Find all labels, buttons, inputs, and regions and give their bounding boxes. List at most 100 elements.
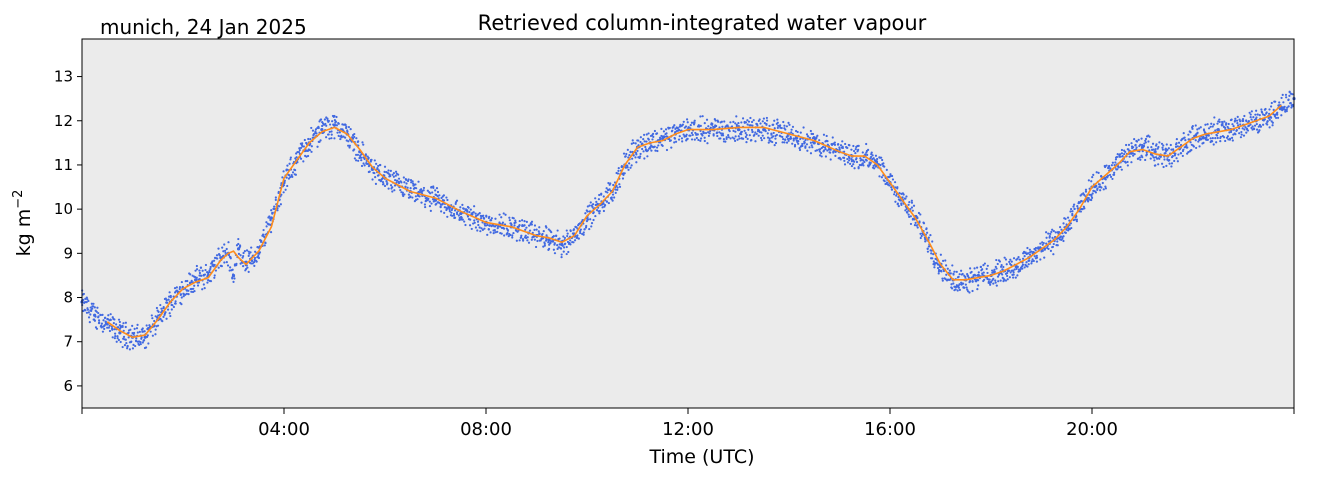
data-point bbox=[307, 137, 310, 141]
data-point bbox=[1182, 148, 1185, 151]
data-point bbox=[209, 267, 212, 270]
data-point bbox=[746, 119, 749, 122]
data-point bbox=[863, 160, 866, 164]
data-point bbox=[721, 125, 724, 128]
data-point bbox=[803, 140, 806, 143]
data-point bbox=[1133, 152, 1136, 156]
data-point bbox=[737, 135, 740, 138]
data-point bbox=[440, 196, 443, 200]
data-point bbox=[682, 133, 685, 136]
data-point bbox=[905, 207, 908, 211]
data-point bbox=[323, 118, 326, 121]
data-point bbox=[685, 118, 689, 121]
data-point bbox=[690, 131, 693, 135]
data-point bbox=[1227, 122, 1230, 126]
data-point bbox=[180, 303, 183, 306]
data-point bbox=[1012, 271, 1015, 274]
data-point bbox=[257, 256, 261, 260]
data-point bbox=[960, 269, 963, 272]
data-point bbox=[693, 138, 696, 141]
data-point bbox=[621, 177, 625, 180]
data-point bbox=[87, 311, 90, 314]
data-point bbox=[1138, 156, 1142, 159]
data-point bbox=[776, 118, 779, 121]
data-point bbox=[719, 137, 722, 140]
data-point bbox=[85, 301, 88, 304]
data-point bbox=[147, 342, 150, 345]
x-tick-label: 08:00 bbox=[460, 419, 512, 440]
data-point bbox=[857, 148, 860, 151]
data-point bbox=[141, 341, 144, 344]
data-point bbox=[144, 346, 148, 349]
data-point bbox=[1206, 138, 1209, 141]
data-point bbox=[1051, 228, 1054, 231]
data-point bbox=[1108, 173, 1112, 177]
data-point bbox=[750, 120, 754, 124]
data-point bbox=[180, 280, 183, 284]
data-point bbox=[1124, 150, 1127, 154]
data-point bbox=[420, 188, 423, 191]
data-point bbox=[632, 141, 635, 145]
data-point bbox=[362, 162, 365, 165]
data-point bbox=[742, 137, 745, 140]
data-point bbox=[618, 183, 621, 186]
data-point bbox=[989, 283, 992, 286]
data-point bbox=[982, 271, 985, 274]
data-point bbox=[508, 219, 511, 222]
data-point bbox=[1132, 154, 1135, 157]
data-point bbox=[920, 234, 923, 238]
data-point bbox=[693, 119, 696, 122]
data-point bbox=[159, 317, 162, 321]
data-point bbox=[1157, 145, 1160, 149]
data-point bbox=[151, 317, 154, 320]
data-point bbox=[366, 162, 370, 165]
data-point bbox=[1197, 140, 1200, 143]
data-point bbox=[490, 217, 493, 220]
data-point bbox=[170, 308, 173, 311]
data-point bbox=[490, 219, 493, 222]
data-point bbox=[180, 296, 183, 299]
data-point bbox=[249, 251, 252, 254]
data-point bbox=[518, 224, 521, 227]
data-point bbox=[168, 312, 171, 315]
data-point bbox=[103, 324, 106, 327]
data-point bbox=[811, 146, 814, 149]
data-point bbox=[594, 214, 597, 218]
data-point bbox=[378, 164, 382, 167]
data-point bbox=[116, 337, 119, 340]
data-point bbox=[1211, 140, 1214, 143]
data-point bbox=[345, 126, 348, 130]
data-point bbox=[647, 138, 650, 141]
data-point bbox=[1250, 118, 1253, 121]
data-point bbox=[766, 132, 769, 135]
data-point bbox=[454, 202, 457, 206]
data-point bbox=[996, 275, 1000, 278]
data-point bbox=[388, 173, 391, 176]
data-point bbox=[595, 209, 599, 212]
data-point bbox=[789, 137, 793, 140]
data-point bbox=[190, 279, 193, 283]
data-point bbox=[721, 132, 724, 135]
data-point bbox=[740, 121, 743, 124]
data-point bbox=[479, 230, 482, 233]
data-point bbox=[608, 188, 611, 191]
data-point bbox=[473, 219, 476, 222]
data-point bbox=[990, 280, 993, 283]
data-point bbox=[792, 139, 795, 142]
data-point bbox=[282, 170, 285, 173]
data-point bbox=[900, 202, 903, 205]
data-point bbox=[1235, 119, 1239, 122]
data-point bbox=[1225, 136, 1229, 139]
data-point bbox=[740, 130, 743, 133]
data-point bbox=[772, 135, 775, 138]
data-point bbox=[115, 323, 118, 326]
data-point bbox=[788, 123, 791, 126]
data-point bbox=[333, 114, 336, 118]
data-point bbox=[569, 239, 572, 242]
data-point bbox=[707, 125, 710, 128]
data-point bbox=[970, 270, 973, 274]
data-point bbox=[1051, 245, 1055, 249]
data-point bbox=[783, 141, 786, 144]
data-point bbox=[222, 250, 225, 253]
data-point bbox=[545, 238, 548, 241]
